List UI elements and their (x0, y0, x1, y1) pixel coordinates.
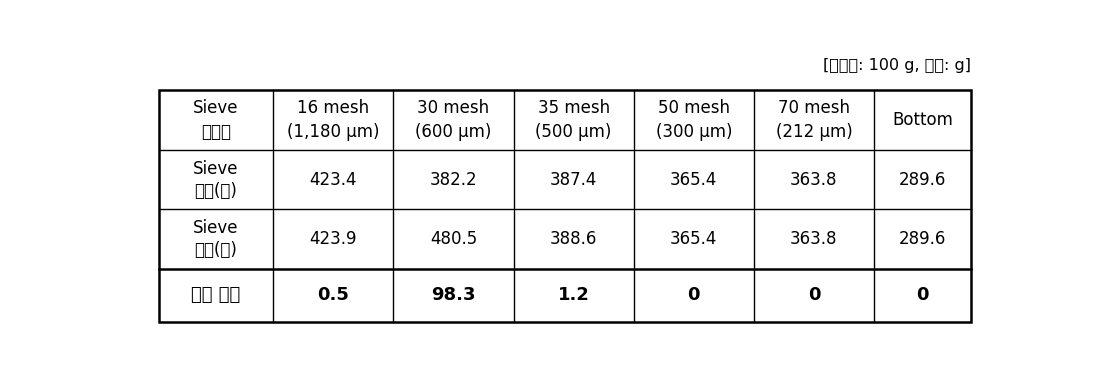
Text: 98.3: 98.3 (431, 286, 475, 304)
Text: 363.8: 363.8 (790, 171, 838, 189)
Text: Sieve: Sieve (194, 219, 239, 237)
Text: 423.4: 423.4 (309, 171, 358, 189)
Text: Bottom: Bottom (892, 111, 953, 129)
Text: 365.4: 365.4 (670, 171, 717, 189)
Text: 1.2: 1.2 (558, 286, 590, 304)
Text: (300 μm): (300 μm) (656, 123, 732, 141)
Text: 387.4: 387.4 (550, 171, 597, 189)
Text: Sieve: Sieve (194, 99, 239, 117)
Text: 388.6: 388.6 (550, 230, 597, 248)
Text: 0.5: 0.5 (318, 286, 350, 304)
Text: 0: 0 (807, 286, 821, 304)
Text: 50 mesh: 50 mesh (658, 99, 729, 117)
Text: 289.6: 289.6 (899, 171, 946, 189)
Text: (1,180 μm): (1,180 μm) (287, 123, 380, 141)
Text: 무게(후): 무게(후) (195, 241, 238, 259)
Text: 16 mesh: 16 mesh (297, 99, 370, 117)
Bar (158, 90, 971, 322)
Text: 363.8: 363.8 (790, 230, 838, 248)
Text: [샘플양: 100 g, 단위: g]: [샘플양: 100 g, 단위: g] (823, 58, 971, 73)
Text: 무게(전): 무게(전) (195, 182, 238, 200)
Text: (500 μm): (500 μm) (536, 123, 612, 141)
Text: 35 mesh: 35 mesh (538, 99, 609, 117)
Text: 382.2: 382.2 (430, 171, 477, 189)
Text: 70 mesh: 70 mesh (778, 99, 850, 117)
Text: 0: 0 (688, 286, 700, 304)
Text: 289.6: 289.6 (899, 230, 946, 248)
Text: 365.4: 365.4 (670, 230, 717, 248)
Text: 사이즈: 사이즈 (201, 123, 231, 141)
Text: 0: 0 (916, 286, 928, 304)
Text: Sieve: Sieve (194, 160, 239, 178)
Text: 제품 무게: 제품 무게 (191, 286, 241, 304)
Text: 423.9: 423.9 (309, 230, 358, 248)
Text: (212 μm): (212 μm) (776, 123, 853, 141)
Text: (600 μm): (600 μm) (416, 123, 492, 141)
Text: 480.5: 480.5 (430, 230, 477, 248)
Text: 30 mesh: 30 mesh (417, 99, 490, 117)
